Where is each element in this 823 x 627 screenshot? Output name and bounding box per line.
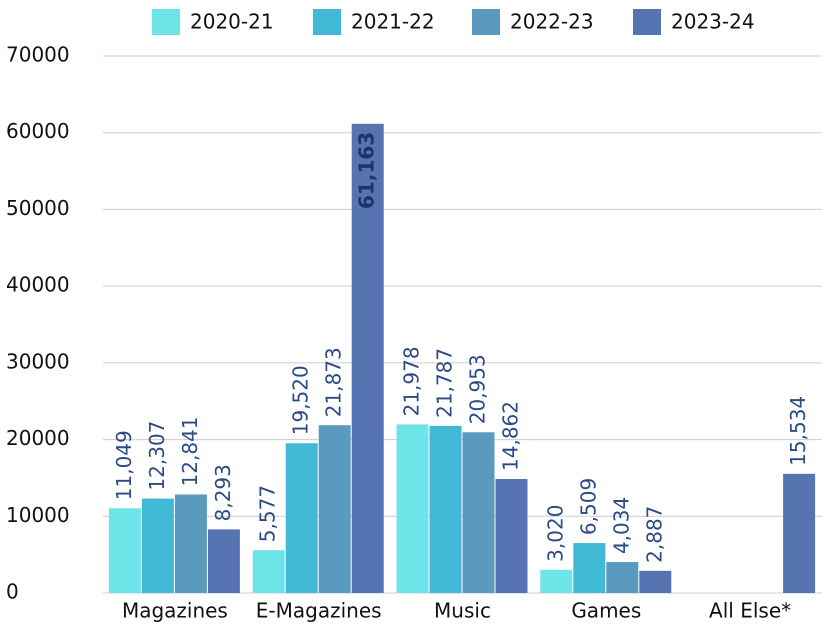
x-tick-label: E-Magazines [256, 599, 382, 623]
value-label: 11,049 [112, 430, 136, 500]
bar [174, 494, 207, 593]
y-tick-label: 60000 [6, 119, 70, 143]
legend-label: 2021-22 [351, 10, 435, 34]
value-label: 61,163 [355, 132, 379, 209]
bar [207, 529, 240, 593]
legend-label: 2022-23 [510, 10, 594, 34]
y-tick-label: 20000 [6, 426, 70, 450]
bar [462, 432, 495, 593]
value-label: 15,534 [786, 396, 810, 466]
bar [639, 570, 672, 593]
value-label: 19,520 [289, 365, 313, 435]
value-label: 21,978 [400, 346, 424, 416]
bar [351, 123, 384, 593]
bar [108, 508, 141, 593]
x-tick-label: Magazines [122, 599, 228, 623]
value-label: 2,887 [642, 506, 666, 563]
y-tick-label: 40000 [6, 273, 70, 297]
value-label: 14,862 [499, 401, 523, 471]
value-label: 6,509 [576, 478, 600, 535]
value-label: 5,577 [256, 485, 280, 542]
legend-swatch [472, 9, 500, 35]
y-tick-label: 10000 [6, 503, 70, 527]
legend-swatch [633, 9, 661, 35]
legend-swatch [152, 9, 180, 35]
legend-label: 2020-21 [190, 10, 274, 34]
bar [252, 550, 285, 593]
x-tick-label: All Else* [709, 599, 791, 623]
bar [141, 498, 174, 593]
bar [495, 478, 528, 593]
bar [285, 443, 318, 593]
bar [783, 473, 816, 593]
bar [429, 425, 462, 593]
value-label: 3,020 [543, 505, 567, 562]
y-tick-label: 30000 [6, 349, 70, 373]
value-label: 4,034 [609, 497, 633, 554]
value-label: 21,873 [322, 347, 346, 417]
bar [318, 425, 351, 593]
value-label: 12,307 [145, 421, 169, 491]
y-tick-label: 0 [6, 580, 19, 604]
bar [396, 424, 429, 593]
legend-swatch [313, 9, 341, 35]
value-label: 20,953 [466, 354, 490, 424]
bar [606, 562, 639, 593]
legend-label: 2023-24 [671, 10, 755, 34]
x-tick-label: Music [434, 599, 491, 623]
x-tick-label: Games [571, 599, 641, 623]
value-label: 12,841 [178, 417, 202, 487]
y-tick-label: 70000 [6, 43, 70, 67]
bar [540, 569, 573, 593]
y-tick-label: 50000 [6, 196, 70, 220]
value-label: 8,293 [211, 464, 235, 521]
bar [573, 543, 606, 593]
value-label: 21,787 [433, 348, 457, 418]
